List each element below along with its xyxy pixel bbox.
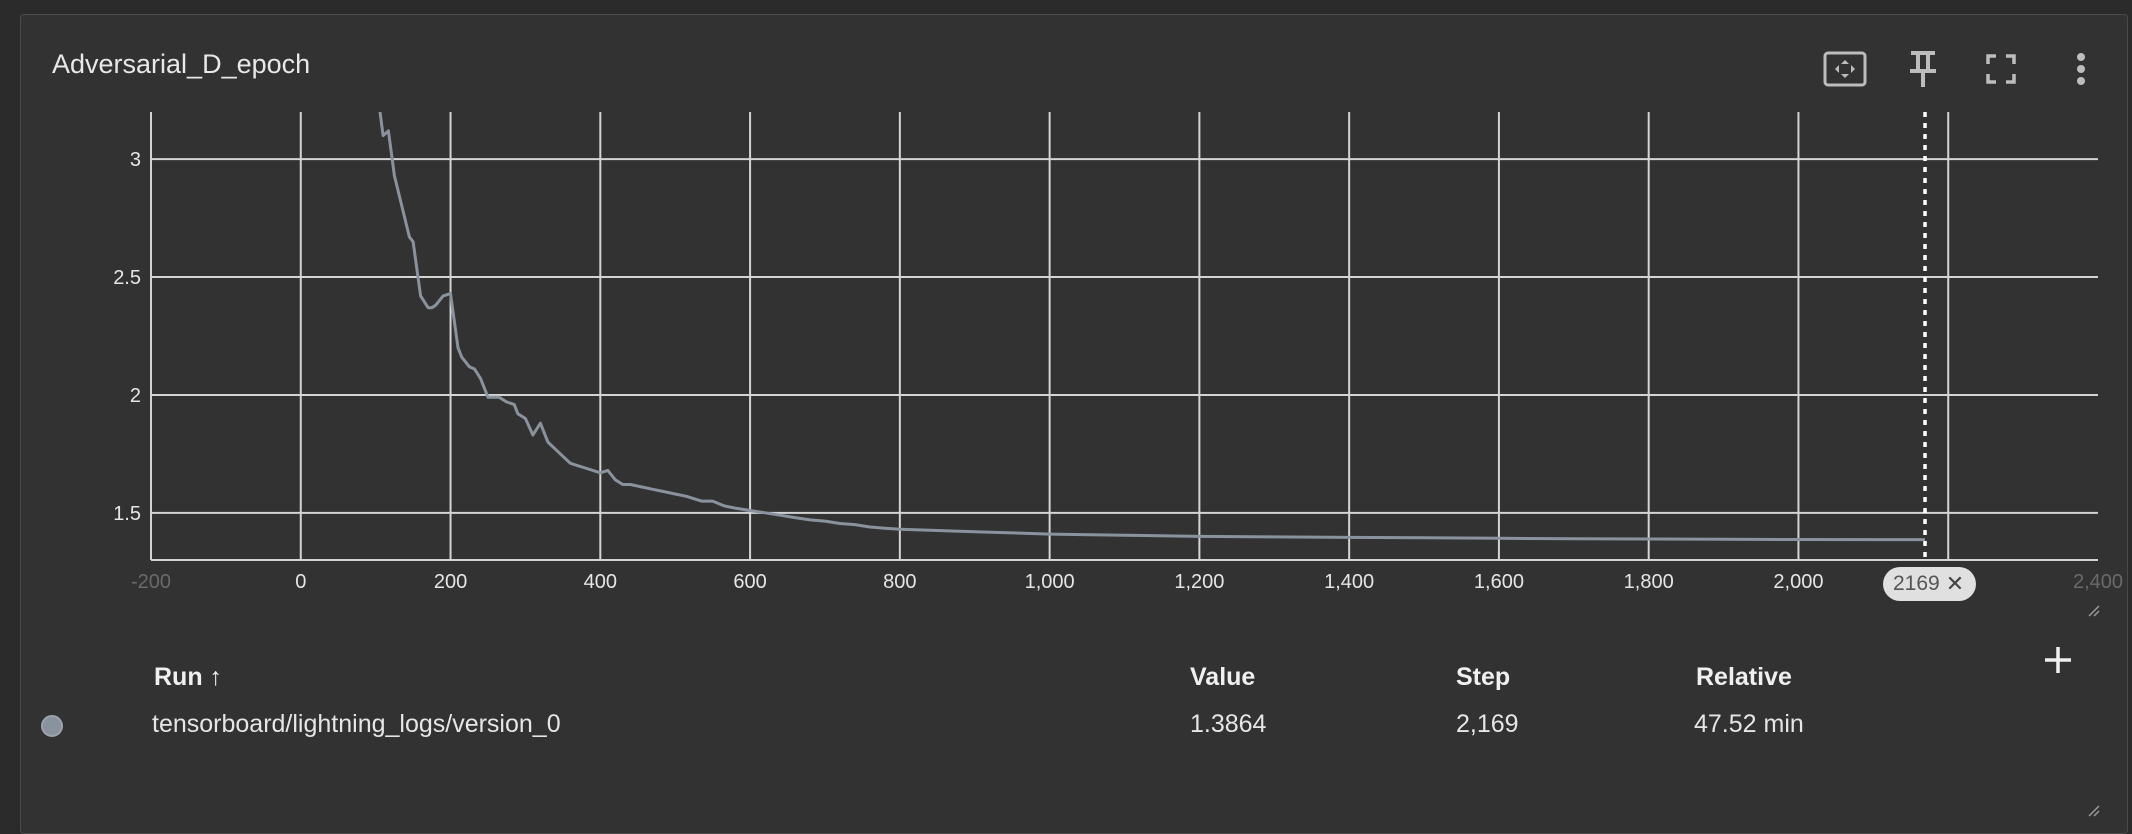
card-title: Adversarial_D_epoch [52,49,311,79]
x-tick-label: 1,600 [1474,571,1524,593]
run-color-swatch[interactable] [41,715,63,737]
pin-icon [1908,49,1938,89]
x-tick-label: -200 [131,571,171,593]
x-tick-label: 2,400 [2073,571,2123,593]
y-tick-label: 2 [130,385,141,407]
step-cursor-label: 2169 [1893,572,1940,595]
fullscreen-button[interactable] [1975,43,2027,95]
more-options-button[interactable] [2055,43,2107,95]
step-column-header[interactable]: Step [1456,663,1511,691]
plus-icon [2042,644,2074,681]
x-tick-label: 0 [295,571,306,593]
chart-resize-handle-icon[interactable] [2087,604,2101,618]
run-name-cell: tensorboard/lightning_logs/version_0 [152,710,561,738]
fit-domain-button[interactable] [1819,43,1871,95]
step-cell: 2,169 [1456,710,1519,738]
value-column-header[interactable]: Value [1190,663,1256,691]
relative-column-header[interactable]: Relative [1696,663,1792,691]
x-tick-label: 800 [883,571,916,593]
card-resize-handle-icon[interactable] [2087,804,2101,818]
x-tick-label: 1,200 [1174,571,1224,593]
x-tick-label: 600 [733,571,766,593]
fit-domain-icon [1823,51,1867,87]
x-tick-label: 200 [434,571,467,593]
scalar-card: Adversarial_D_epoch [20,14,2128,834]
more-vert-icon [2076,52,2086,86]
series-line [378,112,1925,542]
relative-cell: 47.52 min [1694,710,1804,738]
pin-button[interactable] [1897,43,1949,95]
x-tick-label: 1,400 [1324,571,1374,593]
y-tick-label: 2.5 [113,267,141,289]
x-tick-label: 1,800 [1624,571,1674,593]
line-chart[interactable]: 1.5 2 2.5 3 -200 0 200 400 600 800 1,000 1,200 1,400… [0,0,2132,620]
fullscreen-icon [1986,54,2016,84]
add-column-button[interactable] [2036,640,2080,684]
y-tick-label: 1.5 [113,503,141,525]
run-column-header[interactable]: Run ↑ [154,663,223,691]
x-tick-label: 400 [584,571,617,593]
x-tick-label: 2,000 [1773,571,1823,593]
y-tick-label: 3 [130,149,141,171]
step-cursor-chip[interactable]: 2169 ✕ [1883,567,1977,601]
value-cell: 1.3864 [1190,710,1267,738]
x-tick-label: 1,000 [1025,571,1075,593]
close-icon[interactable]: ✕ [1945,571,1965,596]
